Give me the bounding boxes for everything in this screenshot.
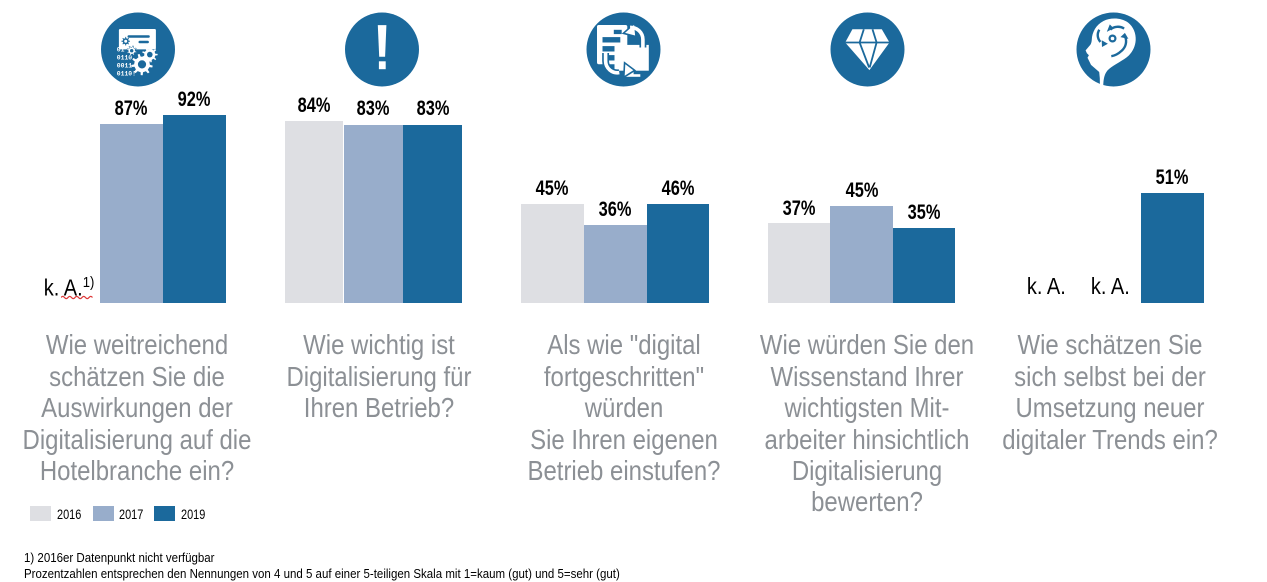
svg-text:0011: 0011: [116, 63, 132, 70]
svg-text:01: 01: [116, 47, 124, 54]
svg-text:0110: 0110: [116, 55, 132, 62]
svg-text:0110!: 0110!: [116, 71, 135, 78]
